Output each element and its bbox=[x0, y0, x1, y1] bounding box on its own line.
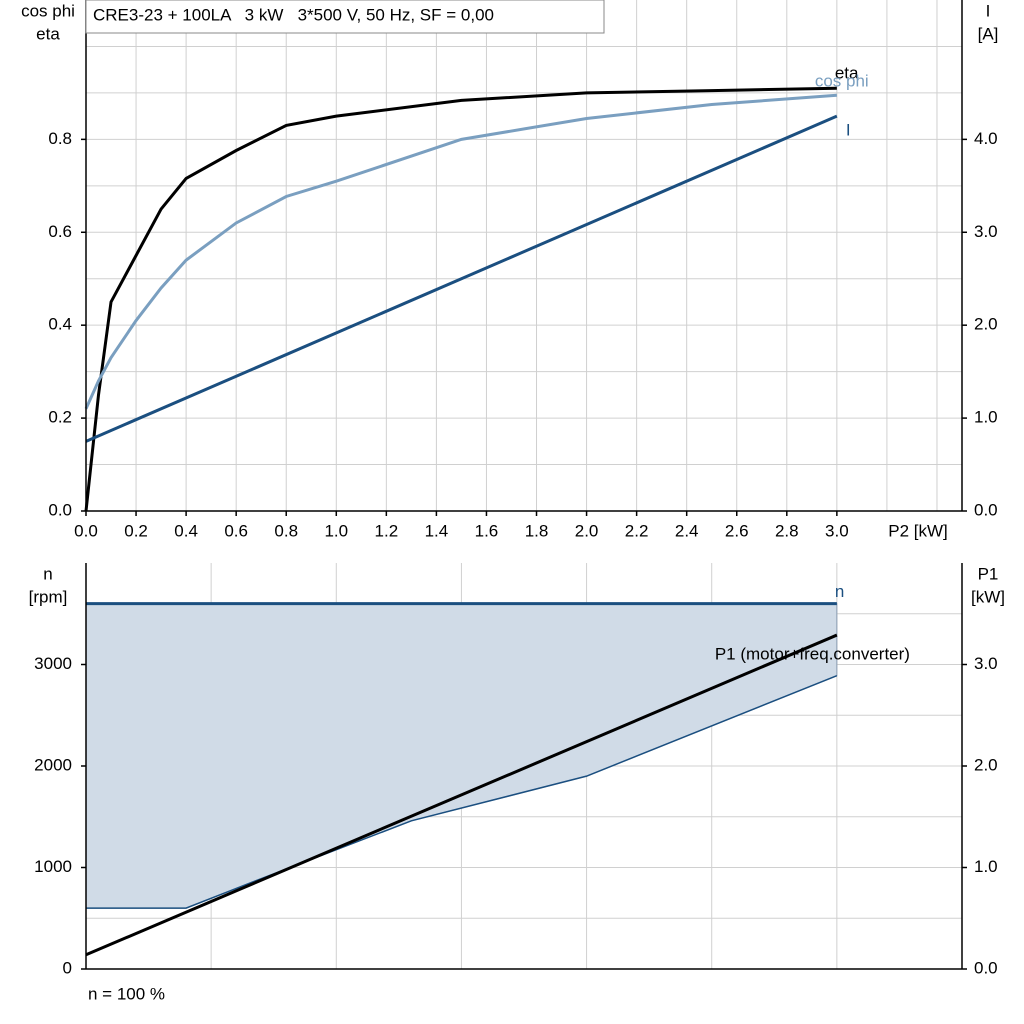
x-tick-label: 0.6 bbox=[224, 521, 248, 540]
y2-tick-label: 1.0 bbox=[974, 857, 998, 876]
x-tick-label: 2.2 bbox=[625, 521, 649, 540]
x-tick-label: 2.8 bbox=[775, 521, 799, 540]
x-tick-label: 2.4 bbox=[675, 521, 699, 540]
y2-axis-label: [kW] bbox=[971, 587, 1005, 606]
x-tick-label: 0.0 bbox=[74, 521, 98, 540]
y2-tick-label: 3.0 bbox=[974, 222, 998, 241]
y2-axis-label: I bbox=[986, 1, 991, 20]
y-axis-label: cos phi bbox=[21, 1, 75, 20]
y-tick-label: 3000 bbox=[34, 654, 72, 673]
x-tick-label: 1.0 bbox=[324, 521, 348, 540]
y-tick-label: 2000 bbox=[34, 755, 72, 774]
y-tick-label: 1000 bbox=[34, 857, 72, 876]
x-tick-label: 0.8 bbox=[274, 521, 298, 540]
series-line bbox=[85, 633, 838, 957]
y-tick-label: 0.0 bbox=[48, 500, 72, 519]
x-axis-label: P2 [kW] bbox=[888, 521, 948, 540]
x-tick-label: 2.0 bbox=[575, 521, 599, 540]
footnote: n = 100 % bbox=[88, 984, 165, 1003]
y2-axis-label: [A] bbox=[978, 24, 999, 43]
y-axis-label: n bbox=[43, 564, 52, 583]
y2-tick-label: 2.0 bbox=[974, 755, 998, 774]
y2-tick-label: 0.0 bbox=[974, 958, 998, 977]
series-label: eta bbox=[835, 64, 859, 83]
x-tick-label: 1.6 bbox=[475, 521, 499, 540]
y-tick-label: 0.2 bbox=[48, 408, 72, 427]
chart-title: CRE3-23 + 100LA 3 kW 3*500 V, 50 Hz, SF … bbox=[93, 5, 494, 24]
series-label: I bbox=[846, 121, 851, 140]
y-tick-label: 0.4 bbox=[48, 315, 72, 334]
y-tick-label: 0 bbox=[63, 958, 72, 977]
y2-axis-label: P1 bbox=[978, 564, 999, 583]
y-axis-label: eta bbox=[36, 24, 60, 43]
y2-tick-label: 2.0 bbox=[974, 315, 998, 334]
y2-tick-label: 1.0 bbox=[974, 408, 998, 427]
y-tick-label: 0.8 bbox=[48, 129, 72, 148]
x-tick-label: 2.6 bbox=[725, 521, 749, 540]
series-line bbox=[84, 93, 837, 410]
title-box bbox=[85, 0, 605, 34]
x-tick-label: 0.4 bbox=[174, 521, 198, 540]
y2-tick-label: 0.0 bbox=[974, 500, 998, 519]
series-line bbox=[84, 86, 837, 512]
series-label: cos phi bbox=[815, 72, 869, 91]
x-tick-label: 0.2 bbox=[124, 521, 148, 540]
x-tick-label: 1.2 bbox=[375, 521, 399, 540]
x-tick-label: 1.8 bbox=[525, 521, 549, 540]
y-axis-label: [rpm] bbox=[29, 587, 68, 606]
y-tick-label: 0.6 bbox=[48, 222, 72, 241]
x-tick-label: 3.0 bbox=[825, 521, 849, 540]
series-label: P1 (motor+freq.converter) bbox=[715, 645, 910, 664]
x-tick-label: 1.4 bbox=[425, 521, 449, 540]
series-label: n bbox=[835, 582, 844, 601]
series-line bbox=[85, 114, 838, 443]
y2-tick-label: 3.0 bbox=[974, 654, 998, 673]
y2-tick-label: 4.0 bbox=[974, 129, 998, 148]
